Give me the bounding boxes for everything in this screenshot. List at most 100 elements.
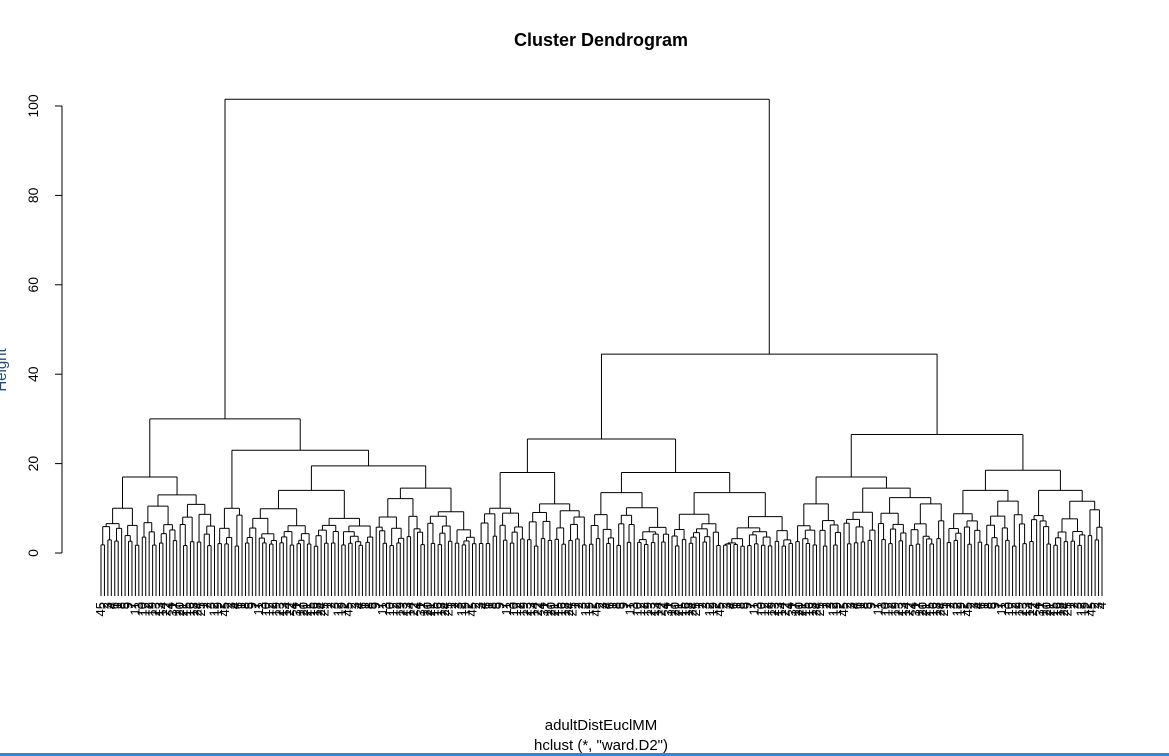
leaf-label: 12 xyxy=(1073,602,1088,616)
leaf-label: 24 xyxy=(685,602,700,616)
leaf-label: 2 xyxy=(220,602,235,609)
leaf-label: 12 xyxy=(330,602,345,616)
leaf-label: 21 xyxy=(299,602,314,616)
leaf-label: 2 xyxy=(709,602,724,609)
leaf-label: 3 xyxy=(255,602,270,609)
leaf-label: 8 xyxy=(114,602,129,609)
leaf-label: 13 xyxy=(647,602,662,616)
leaf-label: 19 xyxy=(581,602,596,616)
leaf-label: 24 xyxy=(437,602,452,616)
leaf-label: 25 xyxy=(688,602,703,616)
window-bottom-border xyxy=(0,753,1169,756)
leaf-label: 4 xyxy=(475,602,490,609)
leaf-label: 6 xyxy=(850,602,865,609)
leaf-label: 1 xyxy=(692,602,707,609)
leaf-label: 1 xyxy=(1063,602,1078,609)
leaf-label: 2 xyxy=(344,602,359,609)
leaf-label: 2 xyxy=(884,602,899,609)
leaf-label: 2 xyxy=(213,602,228,609)
leaf-label: 15 xyxy=(922,602,937,616)
leaf-label: 31 xyxy=(784,602,799,616)
y-axis: 0 20 40 60 80 100 xyxy=(25,94,63,557)
leaf-label: 25 xyxy=(193,602,208,616)
leaf-label: 5 xyxy=(736,602,751,609)
leaf-label: 3 xyxy=(348,602,363,609)
leaf-label: 2 xyxy=(1087,602,1102,609)
leaf-label: 18 xyxy=(434,602,449,616)
leaf-label: 19 xyxy=(640,602,655,616)
leaf-label: 16 xyxy=(182,602,197,616)
leaf-label: 22 xyxy=(901,602,916,616)
leaf-label: 17 xyxy=(664,602,679,616)
leaf-label: 45 xyxy=(712,602,727,616)
leaf-label: 2 xyxy=(963,602,978,609)
leaf-label: 9 xyxy=(492,602,507,609)
leaf-label: 6 xyxy=(602,602,617,609)
leaf-label: 7 xyxy=(867,602,882,609)
leaf-label: 13 xyxy=(523,602,538,616)
leaf-label: 45 xyxy=(588,602,603,616)
leaf-label: 15 xyxy=(551,602,566,616)
leaf-label: 3 xyxy=(224,602,239,609)
leaf-label: 20 xyxy=(420,602,435,616)
leaf-label: 13 xyxy=(399,602,414,616)
leaf-label: 14 xyxy=(898,602,913,616)
leaf-label: 14 xyxy=(526,602,541,616)
leaf-label: 3 xyxy=(626,602,641,609)
leaf-label: 45 xyxy=(836,602,851,616)
leaf-label: 8 xyxy=(237,602,252,609)
leaf-label: 4 xyxy=(1029,602,1044,609)
leaf-label: 24 xyxy=(808,602,823,616)
leaf-label: 19 xyxy=(953,602,968,616)
leaf-label: 6 xyxy=(726,602,741,609)
leaf-label: 13 xyxy=(1018,602,1033,616)
leaf-label: 45 xyxy=(341,602,356,616)
leaf-label: 8 xyxy=(857,602,872,609)
leaf-label: 15 xyxy=(179,602,194,616)
leaf-label: 20 xyxy=(296,602,311,616)
leaf-label: 23 xyxy=(520,602,535,616)
leaf-label: 10 xyxy=(134,602,149,616)
leaf-label: 4 xyxy=(162,602,177,609)
leaf-label: 2 xyxy=(592,602,607,609)
leaf-label: 23 xyxy=(148,602,163,616)
leaf-label: 11 xyxy=(623,602,638,616)
leaf-label: 16 xyxy=(306,602,321,616)
leaf-label: 21 xyxy=(1042,602,1057,616)
leaf-label: 4 xyxy=(286,602,301,609)
y-tick-label: 60 xyxy=(25,277,41,293)
leaf-label: 23 xyxy=(891,602,906,616)
leaf-label: 10 xyxy=(630,602,645,616)
leaf-label: 22 xyxy=(1025,602,1040,616)
leaf-label: 19 xyxy=(392,602,407,616)
y-tick-label: 80 xyxy=(25,187,41,203)
leaf-label: 10 xyxy=(258,602,273,616)
leaf-label: 13 xyxy=(771,602,786,616)
leaf-label: 11 xyxy=(870,602,885,616)
leaf-label: 2 xyxy=(461,602,476,609)
leaf-label: 11 xyxy=(375,602,390,616)
leaf-label: 17 xyxy=(788,602,803,616)
leaf-label: 24 xyxy=(932,602,947,616)
leaf-label: 4 xyxy=(533,602,548,609)
leaf-label: 3 xyxy=(595,602,610,609)
leaf-label: 14 xyxy=(650,602,665,616)
leaf-label: 3 xyxy=(843,602,858,609)
leaf-label: 7 xyxy=(495,602,510,609)
leaf-label: 25 xyxy=(564,602,579,616)
leaf-label: 22 xyxy=(406,602,421,616)
leaf-label: 3 xyxy=(131,602,146,609)
leaf-label: 17 xyxy=(1036,602,1051,616)
leaf-label: 2 xyxy=(571,602,586,609)
leaf-label: 4 xyxy=(409,602,424,609)
leaf-label: 2 xyxy=(96,602,111,609)
leaf-label: 12 xyxy=(702,602,717,616)
leaf-label: 25 xyxy=(1060,602,1075,616)
leaf-label: 11 xyxy=(499,602,514,616)
leaf-label: 21 xyxy=(176,602,191,616)
leaf-label: 45 xyxy=(465,602,480,616)
leaf-label: 25 xyxy=(440,602,455,616)
leaf-label: 3 xyxy=(1091,602,1106,609)
leaf-label: 16 xyxy=(925,602,940,616)
leaf-label: 21 xyxy=(795,602,810,616)
